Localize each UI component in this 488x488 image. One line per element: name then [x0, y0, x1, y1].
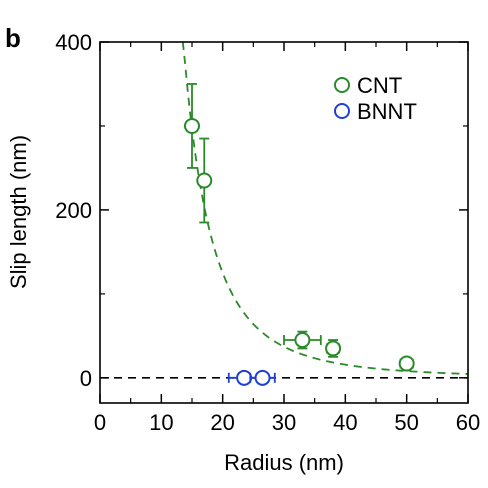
- plot-area: [100, 41, 469, 386]
- x-tick-label: 30: [272, 410, 296, 435]
- legend-label-bnnt: BNNT: [357, 99, 417, 124]
- x-tick-label: 0: [94, 410, 106, 435]
- plot-frame: [99, 41, 469, 404]
- x-axis-title: Radius (nm): [224, 450, 344, 475]
- data-point-cnt-5: [398, 355, 415, 372]
- data-point-bnnt-1: [236, 369, 253, 386]
- panel-label: b: [5, 23, 21, 53]
- fit-curve: [181, 41, 469, 375]
- y-tick-label: 400: [55, 30, 92, 55]
- legend-marker-bnnt: [334, 103, 350, 119]
- x-tick-label: 20: [210, 410, 234, 435]
- data-point-cnt-1: [184, 117, 200, 134]
- legend-label-cnt: CNT: [357, 73, 402, 98]
- x-tick-label: 10: [149, 410, 173, 435]
- y-tick-label: 200: [55, 198, 92, 223]
- y-tick-label: 0: [80, 366, 92, 391]
- data-point-cnt-3: [294, 332, 311, 349]
- data-point-bnnt-2: [254, 369, 271, 386]
- x-tick-label: 60: [456, 410, 480, 435]
- x-tick-label: 40: [333, 410, 357, 435]
- series-bnnt: [227, 369, 276, 386]
- axes: 0 10 20 30 40 50 60 0 200 400: [55, 30, 480, 435]
- legend-marker-cnt: [334, 77, 350, 93]
- x-tick-label: 50: [394, 410, 418, 435]
- data-point-cnt-2: [196, 172, 213, 189]
- series-cnt: [184, 83, 415, 372]
- y-axis-title: Slip length (nm): [6, 135, 31, 289]
- data-point-cnt-4: [325, 340, 342, 357]
